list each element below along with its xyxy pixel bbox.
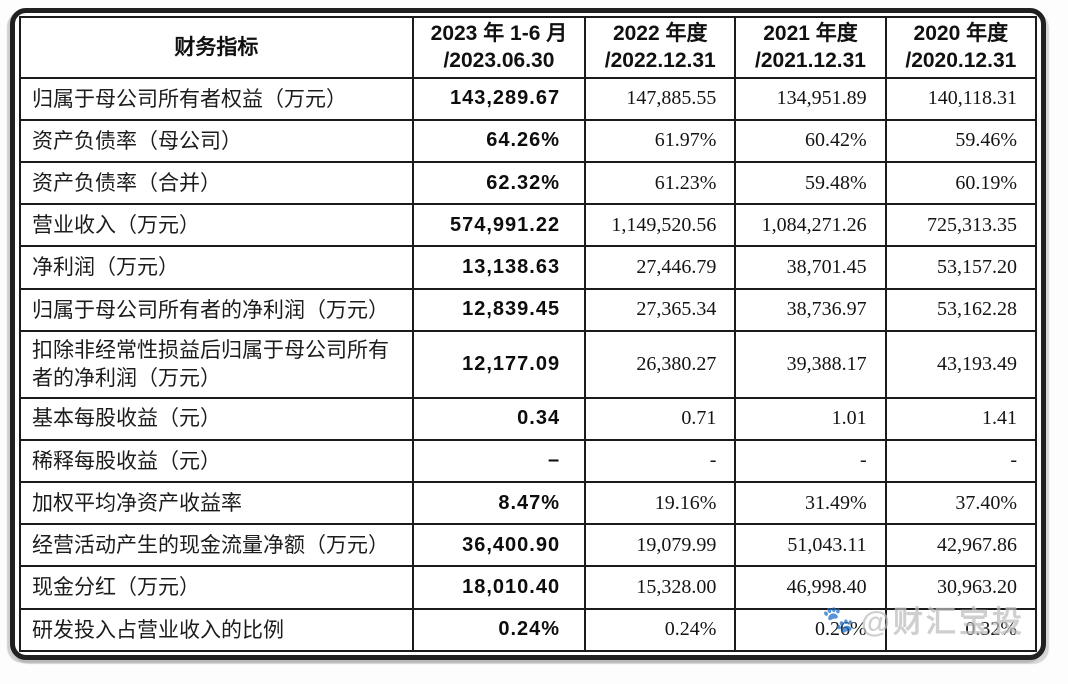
header-period-2021: 2021 年度 /2021.12.31 (734, 16, 887, 79)
financial-table-frame: 财务指标 2023 年 1-6 月 /2023.06.30 2022 年度 /2… (10, 8, 1046, 660)
row-label: 扣除非经常性损益后归属于母公司所有者的净利润（万元） (19, 329, 414, 399)
header-period-line1: 2020 年度 (913, 22, 1009, 45)
cell-value: 19,079.99 (584, 523, 737, 568)
cell-value: - (884, 438, 1038, 483)
cell-value: - (734, 438, 887, 483)
cell-value: 38,701.45 (734, 245, 887, 290)
cell-value: 31.49% (734, 480, 887, 526)
row-label: 经营活动产生的现金流量净额（万元） (19, 523, 414, 568)
cell-value: 61.97% (584, 118, 737, 164)
cell-value: 1,084,271.26 (734, 203, 887, 248)
table-row-rd-ratio: 研发投入占营业收入的比例 0.24% 0.24% 0.26% 0.32% (19, 607, 1038, 653)
cell-value: 1,149,520.56 (584, 203, 737, 248)
cell-value: 51,043.11 (734, 523, 887, 568)
cell-value: 0.32% (884, 607, 1038, 653)
cell-value: 60.19% (884, 161, 1038, 206)
header-period-line2: /2022.12.31 (604, 49, 716, 73)
cell-value: 36,400.90 (411, 523, 587, 568)
cell-value: 0.24% (584, 607, 737, 653)
cell-value: 1.41 (884, 396, 1038, 441)
table-row-net-profit-deducted: 扣除非经常性损益后归属于母公司所有者的净利润（万元） 12,177.09 26,… (19, 329, 1038, 399)
table-row-weighted-roe: 加权平均净资产收益率 8.47% 19.16% 31.49% 37.40% (19, 480, 1038, 526)
cell-value: 574,991.22 (411, 203, 587, 248)
cell-value: 12,839.45 (411, 287, 587, 332)
cell-value: 64.26% (411, 118, 587, 164)
cell-value: 147,885.55 (584, 76, 737, 121)
header-period-2022: 2022 年度 /2022.12.31 (584, 16, 737, 79)
table-row-debt-ratio-parent: 资产负债率（母公司） 64.26% 61.97% 60.42% 59.46% (19, 118, 1038, 164)
table-row-debt-ratio-consolidated: 资产负债率（合并） 62.32% 61.23% 59.48% 60.19% (19, 161, 1038, 206)
header-period-2023h1: 2023 年 1-6 月 /2023.06.30 (411, 16, 587, 79)
cell-value: 27,446.79 (584, 245, 737, 290)
table-header-row: 财务指标 2023 年 1-6 月 /2023.06.30 2022 年度 /2… (19, 16, 1038, 79)
cell-value: 13,138.63 (411, 245, 587, 290)
row-label: 加权平均净资产收益率 (19, 480, 414, 526)
cell-value: 59.46% (884, 118, 1038, 164)
cell-value: 15,328.00 (584, 565, 737, 610)
financial-indicators-table: 财务指标 2023 年 1-6 月 /2023.06.30 2022 年度 /2… (19, 16, 1038, 653)
cell-value: 26,380.27 (584, 329, 737, 399)
cell-value: 0.71 (584, 396, 737, 441)
cell-value: 42,967.86 (884, 523, 1038, 568)
header-period-2020: 2020 年度 /2020.12.31 (884, 16, 1038, 79)
cell-value: 39,388.17 (734, 329, 887, 399)
header-period-line2: /2020.12.31 (905, 49, 1017, 73)
cell-value: 53,157.20 (884, 245, 1038, 290)
cell-value: 134,951.89 (734, 76, 887, 121)
table-row-operating-cashflow: 经营活动产生的现金流量净额（万元） 36,400.90 19,079.99 51… (19, 523, 1038, 568)
row-label: 资产负债率（母公司） (19, 118, 414, 164)
header-period-line1: 2022 年度 (612, 22, 708, 45)
cell-value: 60.42% (734, 118, 887, 164)
cell-value: 59.48% (734, 161, 887, 206)
cell-value: - (584, 438, 737, 483)
row-label: 稀释每股收益（元） (19, 438, 414, 483)
row-label: 研发投入占营业收入的比例 (19, 607, 414, 653)
cell-value: 19.16% (584, 480, 737, 526)
header-period-line1: 2023 年 1-6 月 (430, 22, 568, 45)
cell-value: 18,010.40 (411, 565, 587, 610)
cell-value: 12,177.09 (411, 329, 587, 399)
cell-value: 43,193.49 (884, 329, 1038, 399)
table-row-net-profit: 净利润（万元） 13,138.63 27,446.79 38,701.45 53… (19, 245, 1038, 290)
header-period-line2: /2021.12.31 (755, 49, 866, 73)
row-label: 现金分红（万元） (19, 565, 414, 610)
header-indicator: 财务指标 (19, 16, 414, 79)
cell-value: 0.26% (734, 607, 887, 653)
cell-value: 0.34 (411, 396, 587, 441)
header-period-line2: /2023.06.30 (443, 49, 555, 73)
header-period-line1: 2021 年度 (763, 22, 858, 45)
cell-value: – (411, 438, 587, 483)
table-row-diluted-eps: 稀释每股收益（元） – - - - (19, 438, 1038, 483)
cell-value: 53,162.28 (884, 287, 1038, 332)
table-row-cash-dividend: 现金分红（万元） 18,010.40 15,328.00 46,998.40 3… (19, 565, 1038, 610)
row-label: 资产负债率（合并） (19, 161, 414, 206)
cell-value: 38,736.97 (734, 287, 887, 332)
row-label: 净利润（万元） (19, 245, 414, 290)
cell-value: 37.40% (884, 480, 1038, 526)
row-label: 归属于母公司所有者的净利润（万元） (19, 287, 414, 332)
table-row-revenue: 营业收入（万元） 574,991.22 1,149,520.56 1,084,2… (19, 203, 1038, 248)
row-label: 基本每股收益（元） (19, 396, 414, 441)
table-row-net-profit-parent: 归属于母公司所有者的净利润（万元） 12,839.45 27,365.34 38… (19, 287, 1038, 332)
table-row-basic-eps: 基本每股收益（元） 0.34 0.71 1.01 1.41 (19, 396, 1038, 441)
cell-value: 30,963.20 (884, 565, 1038, 610)
cell-value: 1.01 (734, 396, 887, 441)
cell-value: 143,289.67 (411, 76, 587, 121)
table-row-equity: 归属于母公司所有者权益（万元） 143,289.67 147,885.55 13… (19, 76, 1038, 121)
cell-value: 62.32% (411, 161, 587, 206)
row-label: 营业收入（万元） (19, 203, 414, 248)
cell-value: 27,365.34 (584, 287, 737, 332)
cell-value: 725,313.35 (884, 203, 1038, 248)
cell-value: 140,118.31 (884, 76, 1038, 121)
cell-value: 8.47% (411, 480, 587, 526)
cell-value: 0.24% (411, 607, 587, 653)
cell-value: 46,998.40 (734, 565, 887, 610)
row-label: 归属于母公司所有者权益（万元） (19, 76, 414, 121)
cell-value: 61.23% (584, 161, 737, 206)
